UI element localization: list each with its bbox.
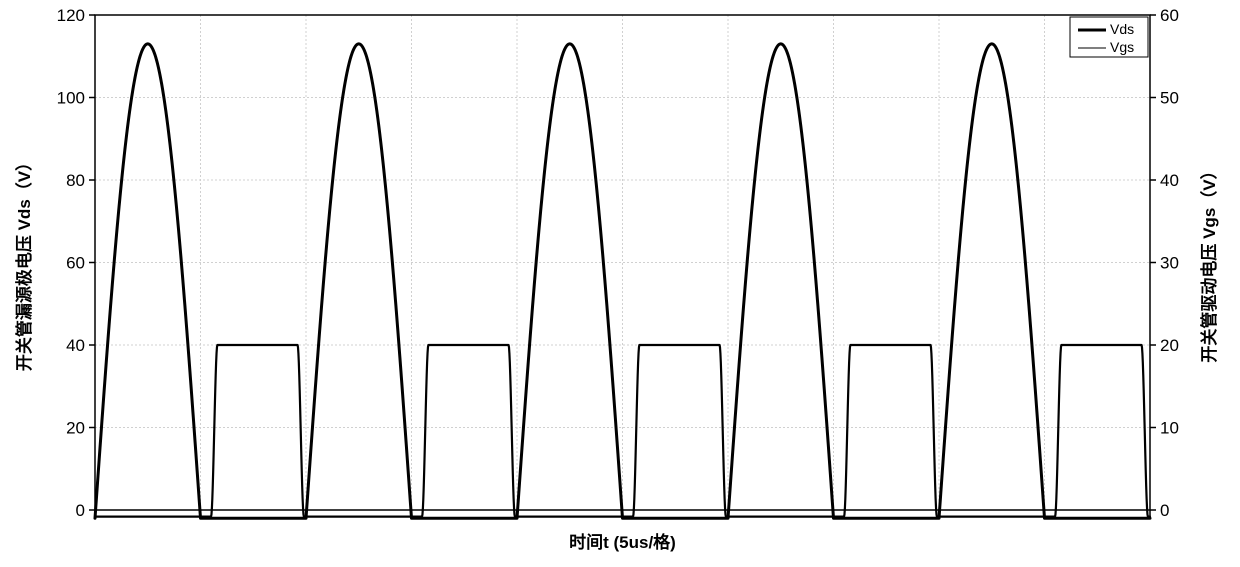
dual-axis-line-chart: 0 20 40 60 80 100 120 0 10 20 30 40 50 60 开关管漏源极电压 Vds… [0, 0, 1240, 567]
ytick-label-left: 100 [57, 89, 85, 108]
ytick-label-left: 40 [66, 336, 85, 355]
ytick-label-right: 20 [1160, 336, 1179, 355]
ytick-label-right: 0 [1160, 501, 1169, 520]
ytick-label-right: 60 [1160, 6, 1179, 25]
ytick-label-left: 120 [57, 6, 85, 25]
y-axis-right-label: 开关管驱动电压 Vgs（V） [1199, 162, 1219, 362]
ytick-label-right: 40 [1160, 171, 1179, 190]
legend-label: Vgs [1110, 39, 1134, 55]
ytick-label-right: 50 [1160, 89, 1179, 108]
legend-label: Vds [1110, 21, 1134, 37]
ytick-label-right: 30 [1160, 254, 1179, 273]
ytick-label-right: 10 [1160, 419, 1179, 438]
chart-container: 0 20 40 60 80 100 120 0 10 20 30 40 50 60 开关管漏源极电压 Vds… [0, 0, 1240, 567]
ytick-label-left: 80 [66, 171, 85, 190]
y-axis-left-label: 开关管漏源极电压 Vds（V） [14, 154, 34, 371]
ytick-label-left: 20 [66, 419, 85, 438]
ytick-label-left: 60 [66, 254, 85, 273]
legend-box [1070, 17, 1148, 57]
ytick-label-left: 0 [76, 501, 85, 520]
x-axis-label: 时间t (5us/格) [569, 532, 676, 552]
